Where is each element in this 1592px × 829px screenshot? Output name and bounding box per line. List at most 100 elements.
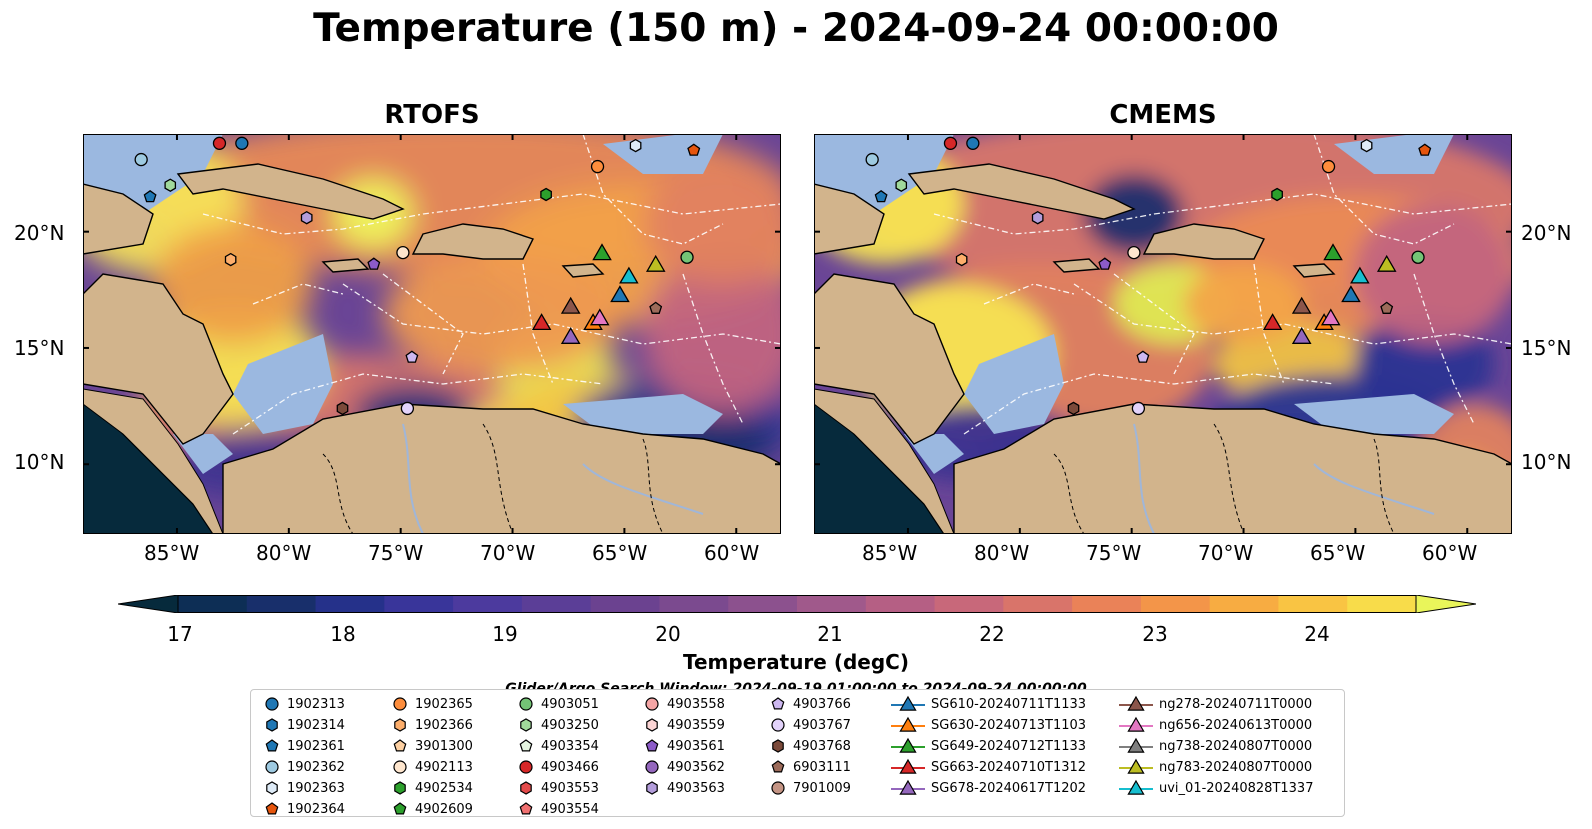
marker-1902366[interactable] <box>955 252 968 267</box>
marker-ng783[interactable] <box>1376 254 1397 272</box>
marker-SG649[interactable] <box>592 243 612 261</box>
marker-1902361[interactable] <box>874 189 888 203</box>
marker-4903767[interactable] <box>1131 401 1146 416</box>
marker-4903466[interactable] <box>943 136 958 150</box>
marker-4903051[interactable] <box>680 250 694 264</box>
legend-label: 1902365 <box>415 696 473 712</box>
marker-SG610[interactable] <box>610 285 630 303</box>
map-cmems[interactable] <box>814 134 1512 534</box>
triangle-marker-icon <box>1119 695 1153 711</box>
marker-1902362[interactable] <box>865 152 879 167</box>
colorbar-tick-23: 23 <box>1142 622 1168 646</box>
hexagon-marker-icon <box>772 739 784 753</box>
legend-item: 4903554 <box>517 800 599 818</box>
marker-4903767[interactable] <box>400 401 415 416</box>
marker-4903768[interactable] <box>336 401 349 416</box>
marker-1902362[interactable] <box>134 152 148 167</box>
marker-4902534[interactable] <box>1271 187 1283 202</box>
marker-1902363[interactable] <box>1360 138 1373 153</box>
colorbar-tick-24: 24 <box>1304 622 1330 646</box>
legend-label: SG630-20240713T1103 <box>931 717 1087 733</box>
colorbar-tick-19: 19 <box>492 622 518 646</box>
panel-title-rtofs: RTOFS <box>384 100 480 130</box>
lon-label-left-65: 65°W <box>592 541 648 565</box>
marker-ng656[interactable] <box>589 308 610 326</box>
circle-marker-icon <box>265 760 279 774</box>
marker-6903111[interactable] <box>1380 301 1394 314</box>
marker-4903766[interactable] <box>1136 350 1150 363</box>
marker-4903051[interactable] <box>1411 250 1425 264</box>
marker-4903768[interactable] <box>1067 401 1080 416</box>
marker-SG649[interactable] <box>1323 243 1343 261</box>
marker-1902364[interactable] <box>1418 143 1432 156</box>
pentagon-marker-icon <box>519 802 533 815</box>
marker-4903250[interactable] <box>895 178 908 192</box>
marker-4902113[interactable] <box>396 245 410 260</box>
legend-item: 4903561 <box>643 737 725 755</box>
lon-label-left-75: 75°W <box>368 541 424 565</box>
hexagon-marker-icon <box>266 718 278 732</box>
marker-SG678[interactable] <box>1291 327 1312 344</box>
marker-1902361[interactable] <box>143 189 157 203</box>
marker-4903766[interactable] <box>405 350 419 363</box>
legend-item: 4903354 <box>517 737 599 755</box>
legend-label: ng738-20240807T0000 <box>1159 738 1313 754</box>
marker-1902364[interactable] <box>687 143 701 156</box>
legend-label: 4903554 <box>541 801 599 817</box>
lon-label-left-70: 70°W <box>480 541 536 565</box>
legend-item: 4903559 <box>643 716 725 734</box>
colorbar-tick-20: 20 <box>655 622 681 646</box>
marker-4903563[interactable] <box>1031 210 1044 225</box>
marker-ng278[interactable] <box>1291 296 1312 314</box>
marker-4903466[interactable] <box>212 136 227 150</box>
marker-ng656[interactable] <box>1320 308 1341 326</box>
legend-label: 4903562 <box>667 759 725 775</box>
marker-4903561[interactable] <box>367 257 381 270</box>
lon-label-left-85: 85°W <box>144 541 200 565</box>
map-rtofs[interactable] <box>83 134 781 534</box>
legend-label: 6903111 <box>793 759 851 775</box>
marker-SG663[interactable] <box>1262 313 1283 331</box>
legend-label: SG610-20240711T1133 <box>931 696 1087 712</box>
legend-label: 1902366 <box>415 717 473 733</box>
legend-item: ng783-20240807T0000 <box>1119 758 1312 776</box>
marker-1902313[interactable] <box>966 136 980 150</box>
marker-4903250[interactable] <box>164 178 177 192</box>
lat-label-left-15: 15°N <box>14 336 65 360</box>
colorbar-tick-17: 17 <box>167 622 193 646</box>
marker-ng278[interactable] <box>560 296 581 314</box>
circle-marker-icon <box>519 697 533 711</box>
marker-4902534[interactable] <box>540 187 552 202</box>
marker-4903561[interactable] <box>1098 257 1112 270</box>
marker-SG663[interactable] <box>531 313 552 331</box>
lat-label-right-20: 20°N <box>1521 221 1572 245</box>
marker-1902313[interactable] <box>235 136 249 150</box>
legend-item: 4903051 <box>517 695 599 713</box>
legend-label: 1902364 <box>287 801 345 817</box>
marker-6903111[interactable] <box>649 301 663 314</box>
legend-item: SG649-20240712T1133 <box>891 737 1086 755</box>
marker-1902365[interactable] <box>1321 159 1336 174</box>
lat-label-left-20: 20°N <box>14 221 65 245</box>
marker-1902363[interactable] <box>629 138 642 153</box>
lon-label-left-60: 60°W <box>704 541 760 565</box>
marker-4903563[interactable] <box>300 210 313 225</box>
marker-ng783[interactable] <box>645 254 666 272</box>
marker-4902113[interactable] <box>1127 245 1141 260</box>
marker-SG678[interactable] <box>560 327 581 344</box>
marker-1902365[interactable] <box>590 159 605 174</box>
marker-uvi_01[interactable] <box>619 266 639 284</box>
marker-1902366[interactable] <box>224 252 237 267</box>
legend-label: 4903250 <box>541 717 599 733</box>
legend-label: 4903767 <box>793 717 851 733</box>
legend-label: SG663-20240710T1312 <box>931 759 1087 775</box>
marker-uvi_01[interactable] <box>1350 266 1370 284</box>
lon-label-right-80: 80°W <box>974 541 1030 565</box>
marker-SG610[interactable] <box>1341 285 1361 303</box>
legend-label: ng656-20240613T0000 <box>1159 717 1313 733</box>
legend: 1902313 1902314 1902361 1902362 1902363 19023… <box>250 689 1345 817</box>
legend-item: uvi_01-20240828T1337 <box>1119 779 1313 797</box>
legend-item: 4903563 <box>643 779 725 797</box>
triangle-marker-icon <box>1119 779 1153 795</box>
lon-label-left-80: 80°W <box>256 541 312 565</box>
